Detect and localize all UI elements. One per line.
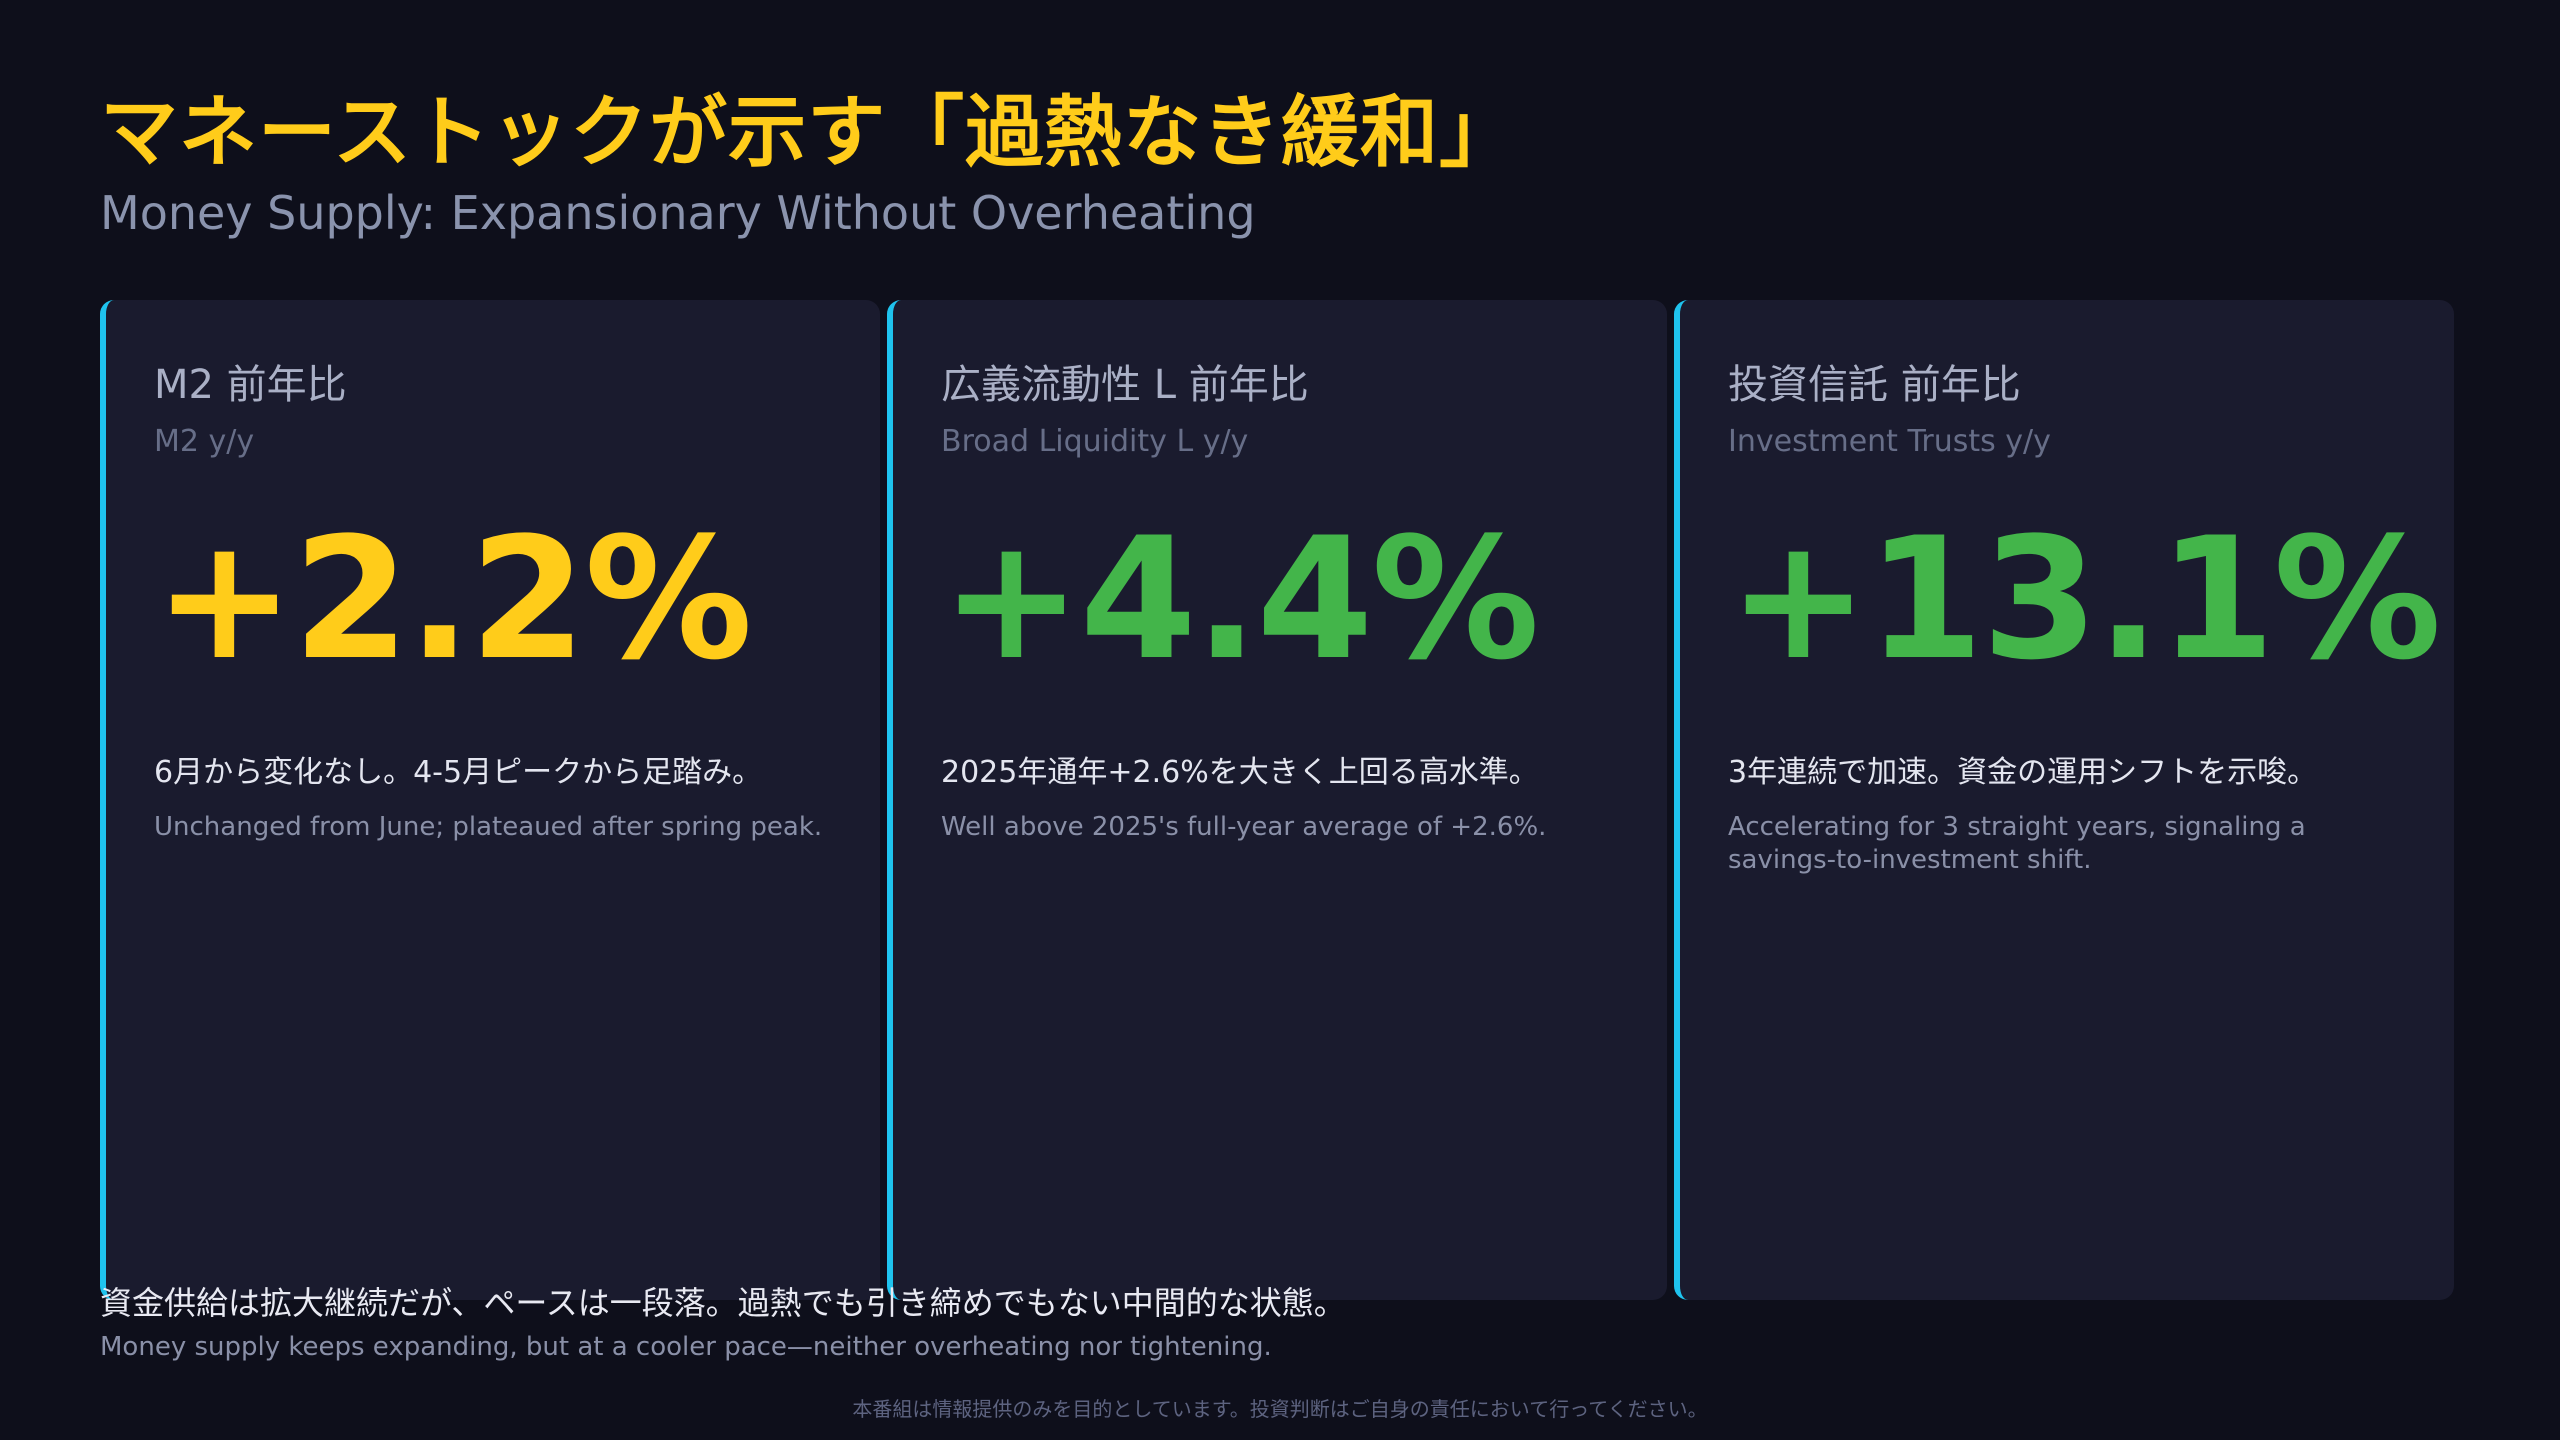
card-description: 6月から変化なし。4-5月ピークから足踏み。 [154,755,763,790]
card-m2: M2 前年比 M2 y/y +2.2% 6月から変化なし。4-5月ピークから足踏… [100,300,880,1300]
card-label: 広義流動性 L 前年比 [941,362,1309,408]
disclaimer: 本番組は情報提供のみを目的としています。投資判断はご自身の責任において行ってくだ… [852,1397,1708,1421]
card-value: +4.4% [941,501,1540,697]
card-description-en: Well above 2025's full-year average of +… [941,812,1547,842]
card-label-en: Investment Trusts y/y [1728,424,2051,459]
card-value: +2.2% [154,501,753,697]
summary-text: 資金供給は拡大継続だが、ペースは一段落。過熱でも引き締めでもない中間的な状態。 [100,1284,1346,1322]
card-value: +13.1% [1728,501,2442,697]
card-label: 投資信託 前年比 [1728,362,2021,408]
card-description: 2025年通年+2.6%を大きく上回る高水準。 [941,755,1539,790]
card-investment-trusts: 投資信託 前年比 Investment Trusts y/y +13.1% 3年… [1674,300,2454,1300]
card-label: M2 前年比 [154,362,347,408]
card-description-en: Accelerating for 3 straight years, signa… [1728,812,2306,876]
card-description: 3年連続で加速。資金の運用シフトを示唆。 [1728,755,2318,790]
summary-text-en: Money supply keeps expanding, but at a c… [100,1332,1272,1362]
page-title: マネーストックが示す「過熱なき緩和」 [100,88,1519,178]
card-broad-liquidity: 広義流動性 L 前年比 Broad Liquidity L y/y +4.4% … [887,300,1667,1300]
card-description-en: Unchanged from June; plateaued after spr… [154,812,823,842]
page-subtitle: Money Supply: Expansionary Without Overh… [100,186,1256,240]
card-label-en: Broad Liquidity L y/y [941,424,1249,459]
card-label-en: M2 y/y [154,424,255,459]
metric-cards: M2 前年比 M2 y/y +2.2% 6月から変化なし。4-5月ピークから足踏… [100,300,2460,1300]
